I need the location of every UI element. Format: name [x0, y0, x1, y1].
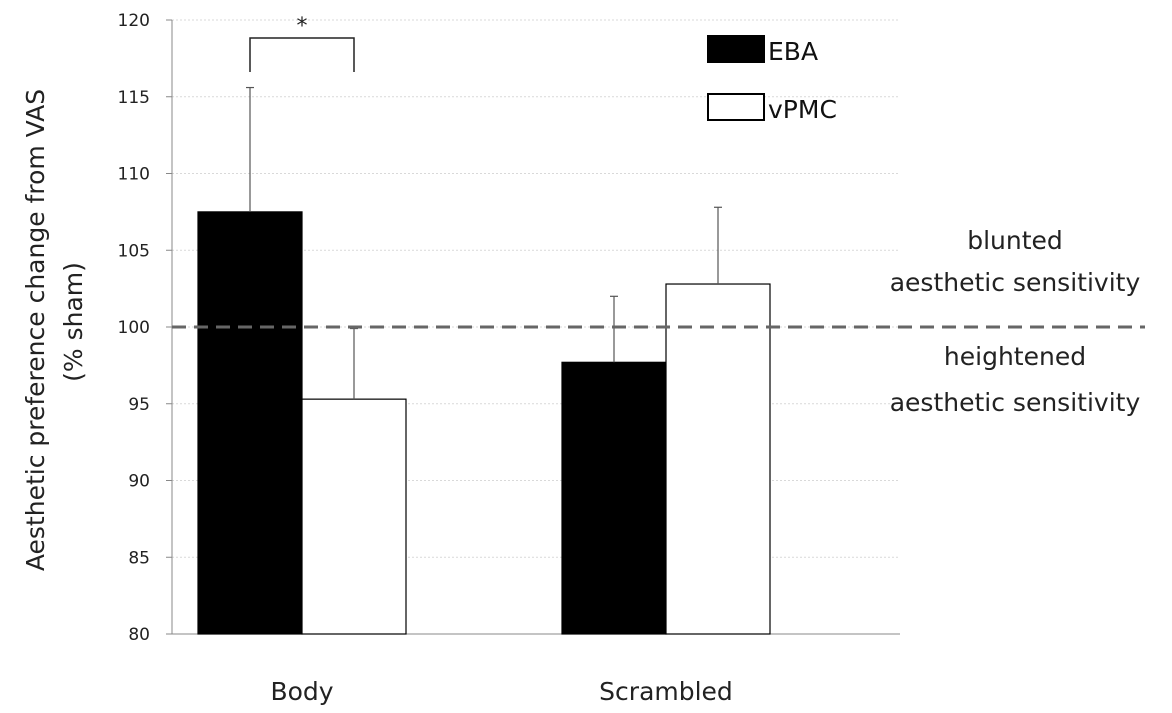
- y-tick-label: 80: [128, 625, 150, 645]
- y-tick-label: 85: [128, 548, 150, 568]
- annotation-blunted-line2: aesthetic sensitivity: [890, 268, 1141, 297]
- y-tick-labels: 80 85 90 95 100 105 110 115 120: [118, 11, 172, 645]
- annotations: blunted aesthetic sensitivity heightened ae…: [890, 226, 1141, 417]
- legend-label-eba: EBA: [768, 37, 818, 66]
- category-label: Scrambled: [599, 677, 733, 706]
- y-tick-label: 120: [118, 11, 150, 31]
- y-axis-title-line1: Aesthetic preference change from VAS: [21, 89, 50, 571]
- significance-marker: *: [297, 14, 308, 39]
- error-bars: [246, 86, 722, 400]
- legend-swatch-eba: [707, 35, 765, 63]
- legend-label-vpmc: vPMC: [768, 95, 837, 124]
- significance-bracket: *: [249, 14, 355, 72]
- legend-swatch-vpmc: [707, 93, 765, 121]
- annotation-heightened-line1: heightened: [944, 342, 1086, 371]
- category-label: Body: [270, 677, 333, 706]
- annotation-blunted-line1: blunted: [967, 226, 1063, 255]
- annotation-heightened-line2: aesthetic sensitivity: [890, 388, 1141, 417]
- bar-eba-body: [197, 211, 303, 635]
- y-tick-label: 110: [118, 165, 150, 185]
- bars: [197, 211, 771, 635]
- bar-vpmc-body: [301, 398, 407, 635]
- y-tick-label: 115: [118, 88, 150, 108]
- bar-eba-scrambled: [561, 361, 667, 635]
- y-tick-label: 100: [118, 318, 150, 338]
- y-axis-title-line2: (% sham): [59, 262, 88, 382]
- y-tick-label: 95: [128, 395, 150, 415]
- legend: EBA vPMC: [707, 35, 837, 124]
- y-axis-title: Aesthetic preference change from VAS (% s…: [21, 89, 88, 571]
- bar-vpmc-scrambled: [665, 283, 771, 635]
- category-labels: Body Scrambled: [270, 677, 732, 706]
- significance-bracket-line: [249, 37, 355, 72]
- y-tick-label: 90: [128, 472, 150, 492]
- y-tick-label: 105: [118, 241, 150, 261]
